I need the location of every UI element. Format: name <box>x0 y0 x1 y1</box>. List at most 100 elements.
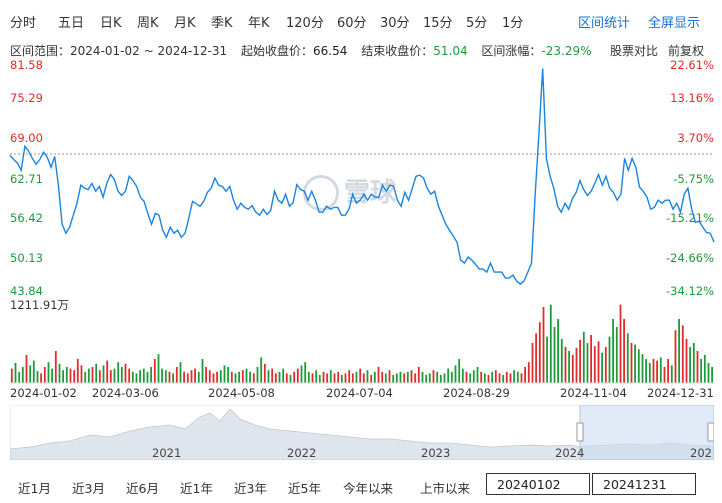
volume-bar <box>47 362 50 383</box>
volume-bar <box>80 365 83 383</box>
volume-bar <box>458 359 461 383</box>
overview-year: 2024 <box>555 446 585 460</box>
volume-bar <box>76 359 79 383</box>
volume-bar <box>685 339 688 383</box>
volume-bar <box>25 355 28 383</box>
stock-compare-button[interactable]: 股票对比 <box>610 44 659 58</box>
volume-bar <box>29 365 32 383</box>
volume-bar <box>648 363 651 383</box>
volume-bar <box>703 355 706 383</box>
volume-bar <box>146 371 149 383</box>
volume-bar <box>124 363 127 383</box>
volume-bar-chart[interactable] <box>0 300 722 384</box>
range-3y-button[interactable]: 近3年 <box>234 481 267 496</box>
volume-bar <box>527 362 530 383</box>
fullscreen-button[interactable]: 全屏显示 <box>648 16 701 31</box>
volume-bar <box>586 343 589 383</box>
range-1y-button[interactable]: 近1年 <box>180 481 213 496</box>
volume-bar <box>549 304 552 383</box>
volume-bar <box>150 367 152 383</box>
tab-daily-k[interactable]: 日K <box>100 16 122 31</box>
volume-bar <box>491 371 494 383</box>
volume-bar <box>245 368 248 383</box>
volume-bar <box>582 331 585 383</box>
tab-monthly-k[interactable]: 月K <box>174 16 196 31</box>
tab-weekly-k[interactable]: 周K <box>137 16 159 31</box>
overview-year: 202 <box>690 446 712 460</box>
range-3m-button[interactable]: 近3月 <box>72 481 105 496</box>
tab-30min[interactable]: 30分 <box>380 16 410 31</box>
range-all-button[interactable]: 上市以来 <box>420 481 471 496</box>
tab-120min[interactable]: 120分 <box>286 16 324 31</box>
adjust-button[interactable]: 前复权 <box>668 44 705 58</box>
tab-15min[interactable]: 15分 <box>423 16 453 31</box>
price-tick: 69.00 <box>10 131 43 145</box>
volume-bar <box>238 371 240 383</box>
volume-bar <box>128 368 131 383</box>
date-label: 2024-07-04 <box>326 386 393 400</box>
tab-minute[interactable]: 分时 <box>10 16 37 31</box>
tab-5day[interactable]: 五日 <box>58 16 85 31</box>
volume-bar <box>392 375 395 383</box>
volume-bar <box>403 373 406 383</box>
range-stats-button[interactable]: 区间统计 <box>578 16 631 31</box>
volume-bar <box>205 367 207 383</box>
range-6m-button[interactable]: 近6月 <box>126 481 159 496</box>
range-5y-button[interactable]: 近5年 <box>288 481 321 496</box>
volume-bar <box>252 373 255 383</box>
volume-bar <box>410 370 413 383</box>
overview-selection <box>579 405 714 460</box>
start-date-input[interactable] <box>486 473 590 495</box>
volume-bar <box>285 373 288 383</box>
range-ytd-button[interactable]: 今年以来 <box>343 481 394 496</box>
volume-bar <box>641 354 644 383</box>
volume-bar <box>304 362 307 383</box>
tab-yearly-k[interactable]: 年K <box>248 16 270 31</box>
volume-bar <box>278 371 281 383</box>
pct-tick: -15.21% <box>666 211 714 225</box>
price-tick: 56.42 <box>10 211 43 225</box>
volume-bar <box>366 370 369 383</box>
volume-bar <box>267 370 270 383</box>
volume-bar <box>388 370 391 383</box>
volume-bar <box>216 371 218 383</box>
volume-bar <box>102 365 105 383</box>
volume-bar <box>117 362 120 383</box>
volume-bar <box>318 375 321 383</box>
volume-bar <box>230 371 233 383</box>
volume-bar <box>443 373 446 383</box>
volume-bar <box>542 307 545 383</box>
volume-bar <box>168 371 171 383</box>
volume-bar <box>601 352 603 383</box>
volume-bar <box>249 371 251 383</box>
volume-bar <box>340 375 343 383</box>
volume-bar <box>370 375 373 383</box>
tab-quarterly-k[interactable]: 季K <box>211 16 233 31</box>
volume-bar <box>480 371 483 383</box>
price-line-chart[interactable] <box>0 0 722 300</box>
overview-navigator[interactable] <box>10 405 714 460</box>
volume-bar <box>58 363 61 383</box>
volume-bar <box>351 373 354 383</box>
date-label: 2024-05-08 <box>208 386 275 400</box>
volume-bar <box>135 373 138 383</box>
tab-1min[interactable]: 1分 <box>502 16 524 31</box>
tab-5min[interactable]: 5分 <box>466 16 488 31</box>
date-label: 2024-08-29 <box>443 386 510 400</box>
volume-bar <box>131 371 134 383</box>
volume-bar <box>157 354 160 383</box>
range-info: 区间范围：2024-01-02 ~ 2024-12-31 起始收盘价：66.54… <box>10 42 592 59</box>
volume-bar <box>487 375 490 383</box>
volume-bar <box>659 357 662 383</box>
volume-bar <box>579 339 581 383</box>
end-date-input[interactable] <box>592 473 696 495</box>
volume-bar <box>395 373 398 383</box>
pct-tick: 3.70% <box>677 131 714 145</box>
volume-bar <box>498 373 501 383</box>
tab-60min[interactable]: 60分 <box>337 16 367 31</box>
volume-bar <box>546 336 548 383</box>
date-label: 2024-03-06 <box>92 386 159 400</box>
range-1m-button[interactable]: 近1月 <box>18 481 51 496</box>
volume-bar <box>538 322 541 383</box>
volume-bar <box>194 368 196 383</box>
